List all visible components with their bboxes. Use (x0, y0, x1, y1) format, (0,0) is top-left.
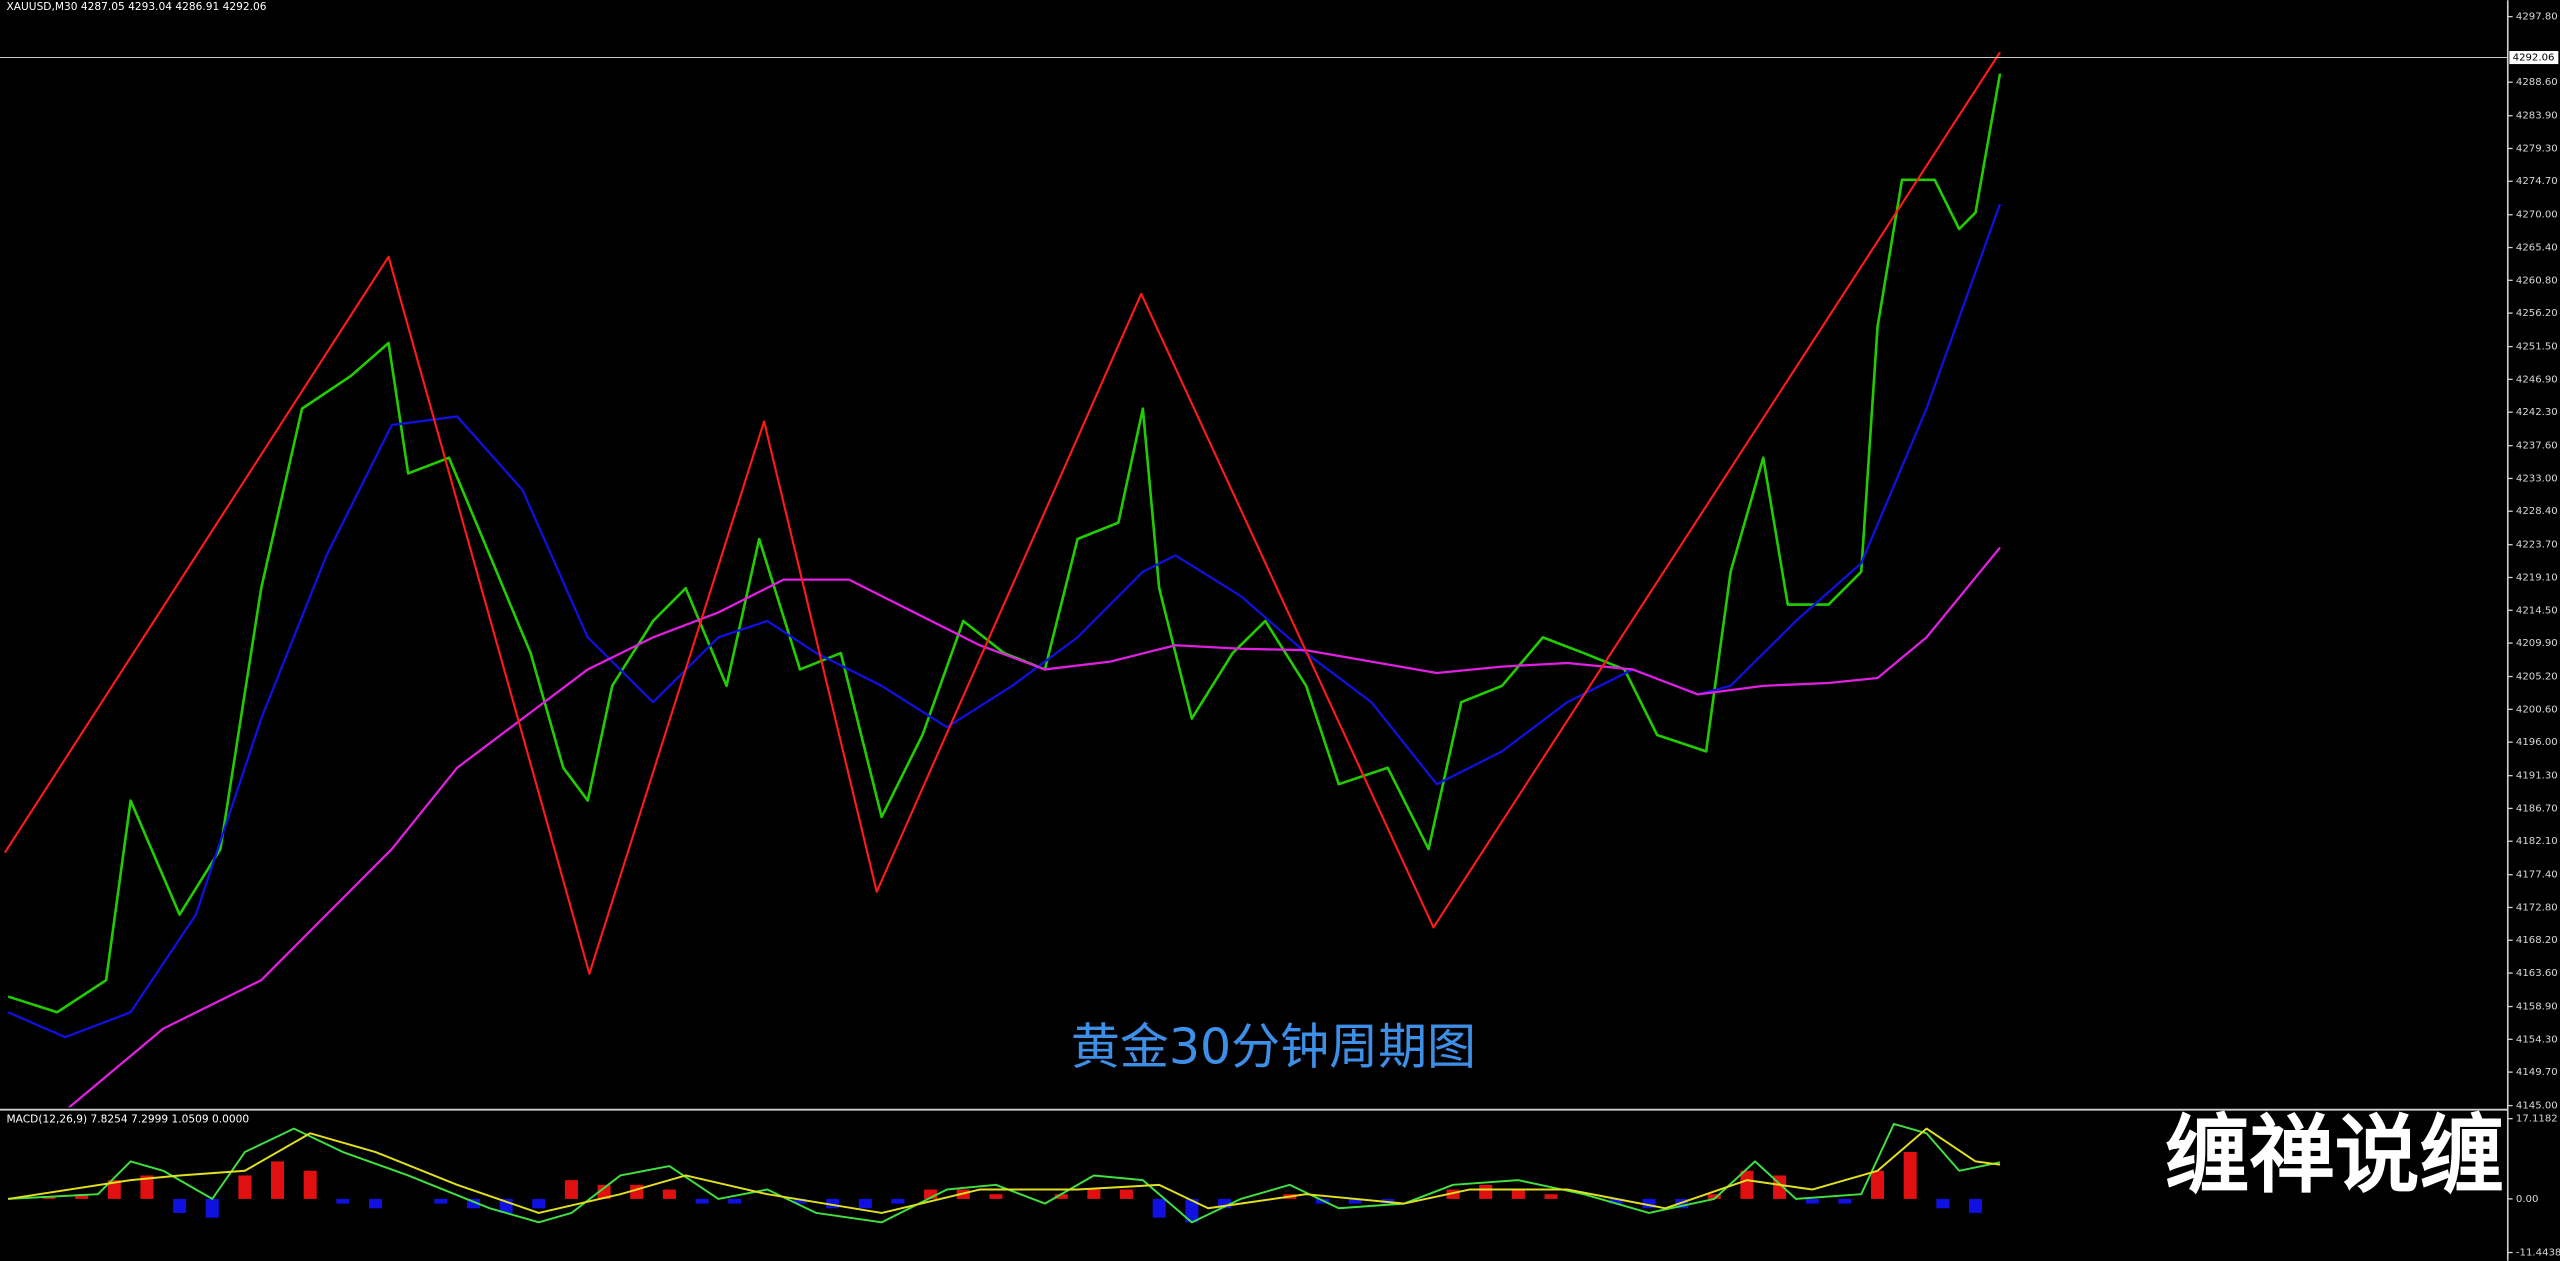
histogram-bar (1446, 1189, 1460, 1199)
y-tick-label: 4283.90 (2516, 111, 2558, 122)
histogram-bar (924, 1189, 938, 1199)
histogram-bar (891, 1198, 905, 1204)
y-tick-label: 4200.60 (2516, 704, 2558, 715)
y-tick-label: 4172.80 (2516, 902, 2558, 913)
histogram-bar (1120, 1189, 1134, 1199)
series-line (8, 1127, 2001, 1214)
y-tick-label: 4279.30 (2516, 143, 2558, 154)
histogram-bar (1609, 1198, 1623, 1204)
y-tick-label: 0.00 (2516, 1194, 2539, 1205)
histogram-bar (1185, 1198, 1199, 1223)
y-tick-label: 4270.00 (2516, 210, 2558, 221)
y-tick-label: 4209.90 (2516, 638, 2558, 649)
y-tick-label: 4168.20 (2516, 935, 2558, 946)
histogram-bar (205, 1198, 219, 1218)
histogram-bar (1348, 1198, 1362, 1204)
histogram-bar (630, 1184, 644, 1199)
y-tick-label: 4233.00 (2516, 473, 2558, 484)
y-tick-label: 4256.20 (2516, 308, 2558, 319)
histogram-bar (1054, 1194, 1068, 1199)
y-tick-label: 4297.80 (2516, 12, 2558, 23)
histogram-bar (107, 1180, 121, 1199)
indicator-title: MACD(12,26,9) 7.8254 7.2999 1.0509 0.000… (7, 1112, 250, 1125)
y-tick-label: 4237.60 (2516, 441, 2558, 452)
histogram-bar (1511, 1189, 1525, 1199)
last-price-label: 4292.06 (2513, 53, 2555, 64)
y-tick-label: 4149.70 (2516, 1067, 2558, 1078)
y-tick-label: -11.4438 (2516, 1248, 2560, 1259)
histogram-bar (728, 1198, 742, 1204)
y-tick-label: 4196.00 (2516, 737, 2558, 748)
y-tick-label: 4214.50 (2516, 605, 2558, 616)
histogram-bar (434, 1198, 448, 1204)
y-tick-label: 4219.10 (2516, 573, 2558, 584)
histogram-bar (368, 1198, 383, 1209)
histogram-bar (1707, 1194, 1721, 1199)
y-tick-label: 4288.60 (2516, 77, 2558, 88)
y-tick-label: 4186.70 (2516, 803, 2558, 814)
histogram-bar (1903, 1152, 1917, 1199)
histogram-bar (1642, 1198, 1656, 1209)
histogram-bar (1087, 1189, 1101, 1199)
histogram-bar (564, 1180, 578, 1199)
histogram-bar (1152, 1198, 1166, 1218)
series-line (4, 51, 2001, 975)
y-tick-label: 4191.30 (2516, 771, 2558, 782)
y-tick-label: 4242.30 (2516, 407, 2558, 418)
y-tick-label: 4260.80 (2516, 275, 2558, 286)
y-tick-label: 4228.40 (2516, 506, 2558, 517)
y-tick-label: 4265.40 (2516, 243, 2558, 254)
y-tick-label: 4223.70 (2516, 540, 2558, 551)
histogram-bar (662, 1189, 676, 1199)
annotation: 黄金30分钟周期图 (1071, 1019, 1476, 1076)
histogram-bar (826, 1198, 840, 1209)
y-tick-label: 4158.90 (2516, 1002, 2558, 1013)
histogram-bar (597, 1184, 611, 1199)
histogram-bar (1217, 1198, 1232, 1209)
series-line (7, 73, 2002, 1014)
histogram-bar (466, 1198, 480, 1209)
histogram-bar (793, 1198, 807, 1204)
price-panel (0, 51, 2508, 1108)
y-tick-label: 4274.70 (2516, 176, 2558, 187)
histogram-bar (1740, 1170, 1754, 1199)
axes: 4297.80 4288.60 4283.90 4279.30 4274.70 4270.… (2507, 12, 2560, 1259)
histogram-bar (140, 1175, 154, 1199)
y-tick-label: 4163.60 (2516, 968, 2558, 979)
histogram-bar (858, 1198, 872, 1209)
histogram-bar (173, 1198, 187, 1213)
series-line (67, 546, 2001, 1108)
y-tick-label: 4177.40 (2516, 870, 2558, 881)
histogram-bar (695, 1198, 709, 1204)
last-price-box (2509, 50, 2559, 65)
histogram-bar (1871, 1170, 1885, 1199)
histogram-bar (1838, 1198, 1852, 1204)
watermark: 缠禅说缠 (2165, 1107, 2505, 1206)
histogram-bar (336, 1198, 350, 1204)
histogram-bar (303, 1170, 317, 1199)
macd-panel (8, 1122, 2001, 1224)
histogram-bar (532, 1198, 546, 1209)
y-tick-label: 4205.20 (2516, 672, 2558, 683)
histogram-bar (1968, 1198, 1983, 1213)
histogram-bar (1479, 1184, 1493, 1199)
y-tick-label: 4251.50 (2516, 342, 2558, 353)
histogram-bar (989, 1194, 1003, 1199)
y-tick-label: 17.1182 (2516, 1114, 2558, 1125)
series-line (8, 1122, 2001, 1224)
y-tick-label: 4182.10 (2516, 836, 2558, 847)
histogram-bar (1544, 1194, 1558, 1199)
histogram-bar (75, 1194, 89, 1199)
y-tick-label: 4246.90 (2516, 374, 2558, 385)
histogram-bar (271, 1161, 285, 1199)
histogram-bar (1936, 1198, 1950, 1209)
y-tick-label: 4145.00 (2516, 1101, 2558, 1112)
y-tick-label: 4154.30 (2516, 1034, 2558, 1045)
histogram-bar (1805, 1198, 1819, 1204)
histogram-bar (238, 1175, 252, 1199)
chart-title: XAUUSD,M30 4287.05 4293.04 4286.91 4292.… (7, 0, 267, 13)
